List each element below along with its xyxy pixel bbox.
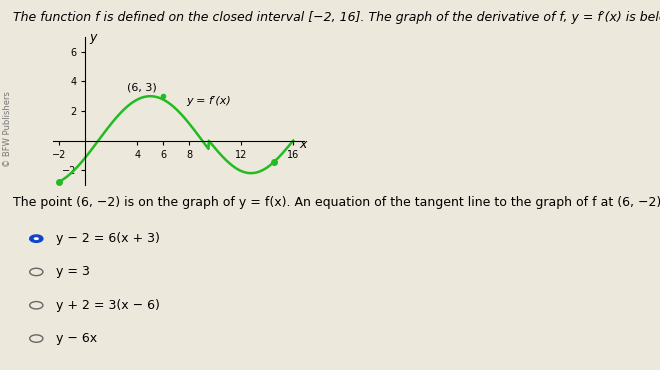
Text: y − 2 = 6(x + 3): y − 2 = 6(x + 3): [56, 232, 160, 245]
Text: The function f is defined on the closed interval [−2, 16]. The graph of the deri: The function f is defined on the closed …: [13, 11, 660, 24]
Text: y − 6x: y − 6x: [56, 332, 97, 345]
Text: y = f′(x): y = f′(x): [187, 95, 232, 105]
Text: y + 2 = 3(x − 6): y + 2 = 3(x − 6): [56, 299, 160, 312]
Text: y: y: [89, 31, 96, 44]
Text: (6, 3): (6, 3): [127, 82, 156, 92]
Text: x: x: [300, 138, 307, 151]
Text: © BFW Publishers: © BFW Publishers: [3, 91, 13, 168]
Text: y = 3: y = 3: [56, 265, 90, 279]
Text: The point (6, −2) is on the graph of y = f(x). An equation of the tangent line t: The point (6, −2) is on the graph of y =…: [13, 196, 660, 209]
